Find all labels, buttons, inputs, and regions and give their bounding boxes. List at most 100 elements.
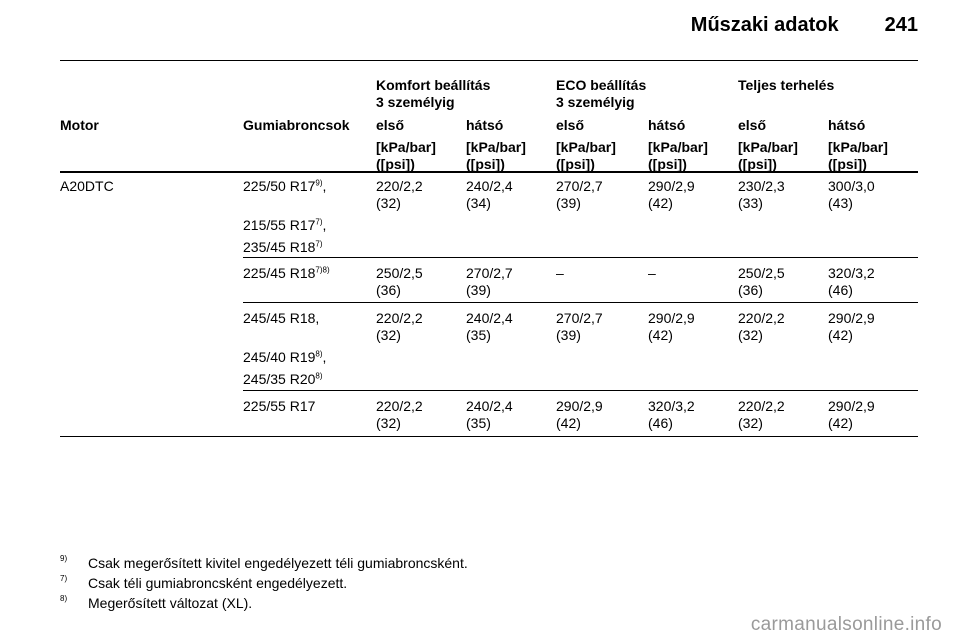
footnote-ref: 8) (315, 371, 323, 381)
pressure-value: 290/2,9 (556, 398, 603, 414)
unit-line: [kPa/bar] (738, 139, 798, 155)
col-header-rear: hátsó (466, 117, 504, 133)
pressure-value: 220/2,2 (376, 178, 423, 194)
pressure-psi: (42) (828, 327, 853, 343)
pressure-psi: (39) (556, 327, 581, 343)
footnote-text: Megerősített változat (XL). (88, 595, 253, 611)
pressure-psi: (36) (738, 282, 763, 298)
unit-line: [kPa/bar] (466, 139, 526, 155)
pressure-value: 250/2,5 (376, 265, 423, 281)
pressure-value: 240/2,4 (466, 310, 513, 326)
unit-header: [kPa/bar] ([psi]) (556, 139, 616, 173)
footnote-text: Csak megerősített kivitel engedélyezett … (88, 555, 468, 571)
pressure-value: 270/2,7 (556, 178, 603, 194)
header-rule (60, 60, 918, 61)
pressure-psi: (32) (738, 415, 763, 431)
row-rule (243, 390, 918, 391)
col-header-front: első (376, 117, 405, 133)
pressure-value: 290/2,9 (828, 398, 875, 414)
col-header-tire: Gumiabroncsok (243, 117, 350, 133)
pressure-psi: (42) (556, 415, 581, 431)
pressure-cell: 290/2,9 (42) (648, 310, 695, 344)
col-header-motor: Motor (60, 117, 99, 133)
pressure-value: 290/2,9 (648, 310, 695, 326)
pressure-psi: (39) (466, 282, 491, 298)
pressure-psi: (34) (466, 195, 491, 211)
col-header-front: első (738, 117, 767, 133)
unit-header: [kPa/bar] ([psi]) (466, 139, 526, 173)
tire-size: 225/50 R179), (243, 178, 327, 194)
pressure-cell: 270/2,7 (39) (556, 178, 603, 212)
pressure-cell: – (556, 265, 564, 282)
table-header-rule (60, 171, 918, 173)
footnote: 9) Csak megerősített kivitel engedélyezet… (60, 554, 468, 572)
pressure-psi: (32) (376, 195, 401, 211)
pressure-value: 300/3,0 (828, 178, 875, 194)
pressure-value: 220/2,2 (738, 398, 785, 414)
row-rule (243, 257, 918, 258)
pressure-cell: 250/2,5 (36) (738, 265, 785, 299)
pressure-value: 290/2,9 (828, 310, 875, 326)
group-header-line: 3 személyig (376, 94, 455, 110)
pressure-cell: 230/2,3 (33) (738, 178, 785, 212)
unit-line: ([psi]) (556, 156, 595, 172)
pressure-value: – (648, 265, 656, 281)
tire-size: 245/35 R208) (243, 371, 323, 387)
pressure-value: 250/2,5 (738, 265, 785, 281)
pressure-cell: 240/2,4 (34) (466, 178, 513, 212)
col-header-rear: hátsó (648, 117, 686, 133)
pressure-value: 270/2,7 (556, 310, 603, 326)
pressure-value: 240/2,4 (466, 178, 513, 194)
footnote-ref: 7) (315, 239, 323, 249)
page-header: Műszaki adatok 241 (691, 14, 918, 37)
row-rule (243, 302, 918, 303)
group-header-line: Komfort beállítás (376, 77, 491, 93)
pressure-value: 220/2,2 (738, 310, 785, 326)
pressure-psi: (39) (556, 195, 581, 211)
pressure-cell: 270/2,7 (39) (556, 310, 603, 344)
page-number: 241 (884, 14, 918, 36)
unit-line: ([psi]) (466, 156, 505, 172)
unit-line: ([psi]) (828, 156, 867, 172)
pressure-value: 320/3,2 (648, 398, 695, 414)
tire-size: 235/45 R187) (243, 239, 323, 255)
pressure-cell: – (648, 265, 656, 282)
pressure-cell: 220/2,2 (32) (738, 310, 785, 344)
pressure-psi: (32) (376, 327, 401, 343)
pressure-psi: (35) (466, 327, 491, 343)
tire-size: 215/55 R177), (243, 217, 327, 233)
col-header-rear: hátsó (828, 117, 866, 133)
pressure-psi: (42) (828, 415, 853, 431)
group-header-line: ECO beállítás (556, 77, 647, 93)
pressure-value: 320/3,2 (828, 265, 875, 281)
pressure-value: 220/2,2 (376, 398, 423, 414)
pressure-cell: 240/2,4 (35) (466, 398, 513, 432)
unit-line: ([psi]) (376, 156, 415, 172)
pressure-psi: (42) (648, 195, 673, 211)
pressure-cell: 290/2,9 (42) (556, 398, 603, 432)
col-header-front: első (556, 117, 585, 133)
pressure-psi: (35) (466, 415, 491, 431)
pressure-cell: 300/3,0 (43) (828, 178, 875, 212)
unit-header: [kPa/bar] ([psi]) (738, 139, 798, 173)
pressure-value: – (556, 265, 564, 281)
pressure-cell: 290/2,9 (42) (648, 178, 695, 212)
pressure-value: 230/2,3 (738, 178, 785, 194)
footnote-ref: 9) (315, 178, 323, 188)
pressure-psi: (43) (828, 195, 853, 211)
pressure-cell: 270/2,7 (39) (466, 265, 513, 299)
pressure-cell: 290/2,9 (42) (828, 310, 875, 344)
footnote-ref: 7) (315, 217, 323, 227)
pressure-cell: 250/2,5 (36) (376, 265, 423, 299)
page-title: Műszaki adatok (690, 14, 839, 36)
pressure-value: 240/2,4 (466, 398, 513, 414)
footnote-ref: 8) (315, 349, 323, 359)
pressure-value: 270/2,7 (466, 265, 513, 281)
pressure-psi: (36) (376, 282, 401, 298)
pressure-psi: (42) (648, 327, 673, 343)
pressure-psi: (32) (738, 327, 763, 343)
tire-size: 245/40 R198), (243, 349, 327, 365)
unit-line: [kPa/bar] (828, 139, 888, 155)
unit-header: [kPa/bar] ([psi]) (648, 139, 708, 173)
pressure-psi: (32) (376, 415, 401, 431)
